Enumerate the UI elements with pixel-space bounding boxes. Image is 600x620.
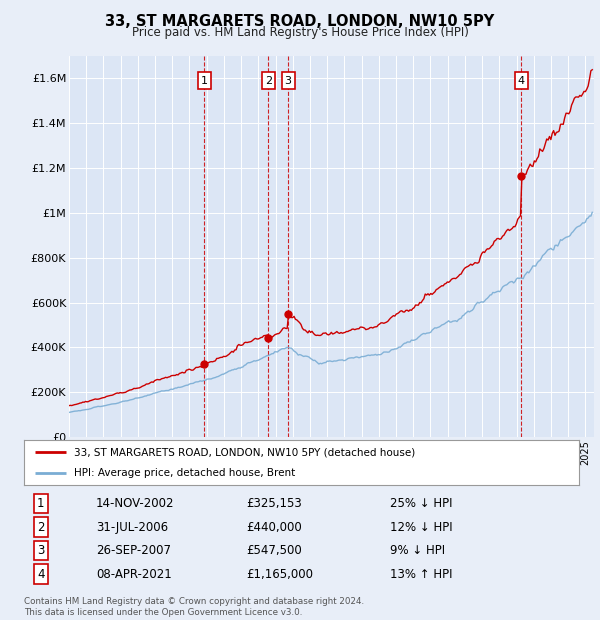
Text: 9% ↓ HPI: 9% ↓ HPI [391, 544, 445, 557]
Text: 33, ST MARGARETS ROAD, LONDON, NW10 5PY (detached house): 33, ST MARGARETS ROAD, LONDON, NW10 5PY … [74, 447, 415, 458]
Text: 13% ↑ HPI: 13% ↑ HPI [391, 568, 453, 581]
Text: 4: 4 [37, 568, 44, 581]
Text: 4: 4 [518, 76, 525, 86]
Text: 14-NOV-2002: 14-NOV-2002 [96, 497, 175, 510]
Text: HPI: Average price, detached house, Brent: HPI: Average price, detached house, Bren… [74, 467, 295, 478]
Text: £547,500: £547,500 [246, 544, 302, 557]
Text: 2: 2 [265, 76, 272, 86]
Text: 1: 1 [37, 497, 44, 510]
Text: 1: 1 [201, 76, 208, 86]
Text: £325,153: £325,153 [246, 497, 302, 510]
Text: 31-JUL-2006: 31-JUL-2006 [96, 521, 168, 534]
Text: Price paid vs. HM Land Registry's House Price Index (HPI): Price paid vs. HM Land Registry's House … [131, 26, 469, 39]
Text: Contains HM Land Registry data © Crown copyright and database right 2024.
This d: Contains HM Land Registry data © Crown c… [24, 598, 364, 617]
Text: 33, ST MARGARETS ROAD, LONDON, NW10 5PY: 33, ST MARGARETS ROAD, LONDON, NW10 5PY [106, 14, 494, 29]
Text: 08-APR-2021: 08-APR-2021 [96, 568, 172, 581]
Text: 2: 2 [37, 521, 44, 534]
Text: 3: 3 [284, 76, 292, 86]
Text: 3: 3 [37, 544, 44, 557]
Text: £440,000: £440,000 [246, 521, 302, 534]
Text: 26-SEP-2007: 26-SEP-2007 [96, 544, 171, 557]
Text: £1,165,000: £1,165,000 [246, 568, 313, 581]
Text: 25% ↓ HPI: 25% ↓ HPI [391, 497, 453, 510]
Text: 12% ↓ HPI: 12% ↓ HPI [391, 521, 453, 534]
